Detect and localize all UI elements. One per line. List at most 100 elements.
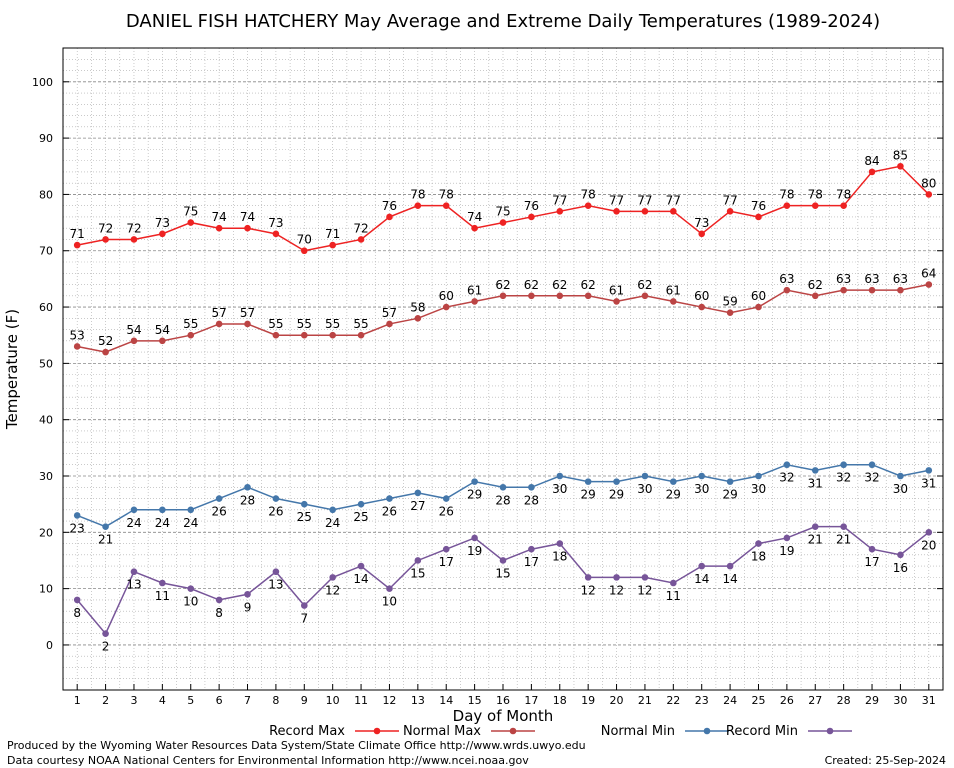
record-max-point <box>471 224 478 232</box>
record-max-point <box>528 213 535 221</box>
normal-min-point <box>300 500 308 508</box>
normal-min-data-label: 30 <box>694 482 709 496</box>
x-tick-label: 30 <box>893 694 907 707</box>
record-max-point <box>386 213 393 221</box>
y-tick-label: 90 <box>39 132 53 145</box>
record-max-data-label: 85 <box>893 148 908 162</box>
y-tick-label: 80 <box>39 188 53 201</box>
normal-max-data-label: 55 <box>297 317 312 331</box>
y-tick-label: 0 <box>46 639 53 652</box>
record-min-point <box>670 579 677 587</box>
x-tick-label: 1 <box>74 694 81 707</box>
record-min-data-label: 13 <box>126 578 141 592</box>
normal-max-legend-label: Normal Max <box>403 724 481 739</box>
record-max-point <box>272 230 280 238</box>
normal-max-point <box>556 292 564 300</box>
record-min-data-label: 17 <box>439 555 454 569</box>
normal-max-data-label: 63 <box>864 272 879 286</box>
x-tick-label: 10 <box>326 694 340 707</box>
record-min-point <box>499 557 507 564</box>
normal-min-data-label: 24 <box>155 516 170 530</box>
x-tick-label: 17 <box>524 694 538 707</box>
normal-max-point <box>641 292 649 300</box>
chart-title: DANIEL FISH HATCHERY May Average and Ext… <box>126 11 880 32</box>
record-min-data-label: 16 <box>893 561 908 575</box>
x-tick-label: 25 <box>751 694 765 707</box>
record-max-data-label: 77 <box>609 193 624 207</box>
normal-min-data-label: 29 <box>609 488 624 502</box>
record-min-point <box>215 596 223 604</box>
normal-min-data-label: 30 <box>637 482 652 496</box>
record-max-data-label: 71 <box>325 227 340 241</box>
normal-max-data-label: 61 <box>467 283 482 297</box>
record-min-point <box>811 523 819 530</box>
normal-min-point <box>670 478 677 485</box>
normal-max-point <box>499 292 507 300</box>
normal-min-data-label: 31 <box>921 476 936 490</box>
normal-max-data-label: 57 <box>240 306 255 320</box>
record-max-point <box>300 247 308 255</box>
normal-max-data-label: 60 <box>751 289 766 303</box>
record-max-data-label: 71 <box>70 227 85 241</box>
record-max-point <box>641 208 649 215</box>
normal-max-point <box>698 303 706 311</box>
record-min-point <box>641 574 649 581</box>
record-min-point <box>897 551 904 559</box>
record-min-point <box>244 590 251 598</box>
record-max-data-label: 76 <box>524 199 539 213</box>
record-max-data-label: 72 <box>126 221 141 235</box>
record-max-point <box>187 219 195 226</box>
grid-lines <box>63 47 943 691</box>
record-max-data-label: 76 <box>382 199 397 213</box>
record-max-point <box>556 208 564 215</box>
normal-max-data-label: 59 <box>722 295 737 309</box>
record-max-point <box>357 236 365 243</box>
x-tick-label: 19 <box>581 694 595 707</box>
normal-max-data-label: 55 <box>325 317 340 331</box>
normal-min-data-label: 32 <box>836 471 851 485</box>
record-min-data-label: 12 <box>609 583 624 597</box>
normal-min-data-label: 21 <box>98 533 113 547</box>
normal-min-point <box>386 495 393 502</box>
record-min-data-label: 19 <box>779 544 794 558</box>
record-max-legend-marker <box>373 727 381 735</box>
producer-credit: Produced by the Wyoming Water Resources … <box>7 739 586 752</box>
normal-max-point <box>755 303 762 311</box>
normal-min-point <box>130 506 138 514</box>
y-tick-label: 30 <box>39 470 53 483</box>
normal-min-point <box>159 506 166 514</box>
normal-min-data-label: 30 <box>552 482 567 496</box>
normal-max-point <box>414 315 422 322</box>
record-min-legend-label: Record Min <box>726 724 798 739</box>
legend: Record Max Normal Max Normal Min Record Min <box>269 724 852 739</box>
record-max-data-label: 75 <box>495 205 510 219</box>
normal-min-point <box>329 506 336 514</box>
record-max-data-label: 77 <box>666 193 681 207</box>
normal-min-data-label: 32 <box>864 471 879 485</box>
normal-min-point <box>357 500 365 508</box>
record-max-data-label: 77 <box>722 193 737 207</box>
normal-min-point <box>613 478 620 485</box>
record-max-data-label: 73 <box>155 216 170 230</box>
normal-max-point <box>613 298 620 305</box>
record-min-point <box>159 579 166 587</box>
x-tick-label: 21 <box>638 694 652 707</box>
record-min-data-label: 10 <box>183 595 198 609</box>
normal-max-point <box>528 292 535 300</box>
normal-min-data-label: 28 <box>524 493 539 507</box>
normal-min-data-label: 26 <box>268 505 283 519</box>
record-min-point <box>471 534 478 542</box>
record-min-point <box>556 540 564 547</box>
normal-min-point <box>73 512 81 519</box>
record-max-data-label: 74 <box>467 210 482 224</box>
record-max-data-label: 75 <box>183 205 198 219</box>
normal-max-data-label: 63 <box>779 272 794 286</box>
data-courtesy-credit: Data courtesy NOAA National Centers for … <box>7 754 529 767</box>
normal-max-data-label: 63 <box>893 272 908 286</box>
record-max-point <box>159 230 166 238</box>
normal-min-legend-label: Normal Min <box>601 724 675 739</box>
x-tick-label: 13 <box>411 694 425 707</box>
normal-min-point <box>187 506 195 514</box>
x-tick-label: 15 <box>468 694 482 707</box>
record-min-data-label: 21 <box>808 533 823 547</box>
